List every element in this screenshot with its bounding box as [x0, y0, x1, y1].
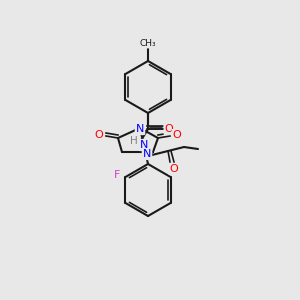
Text: O: O — [172, 130, 182, 140]
Text: O: O — [165, 124, 173, 134]
Text: F: F — [114, 170, 121, 180]
Text: O: O — [94, 130, 103, 140]
Text: N: N — [136, 124, 144, 134]
Text: O: O — [169, 164, 178, 174]
Text: CH₃: CH₃ — [140, 38, 156, 47]
Text: H: H — [130, 136, 138, 146]
Text: N: N — [143, 149, 151, 159]
Text: N: N — [140, 140, 148, 150]
